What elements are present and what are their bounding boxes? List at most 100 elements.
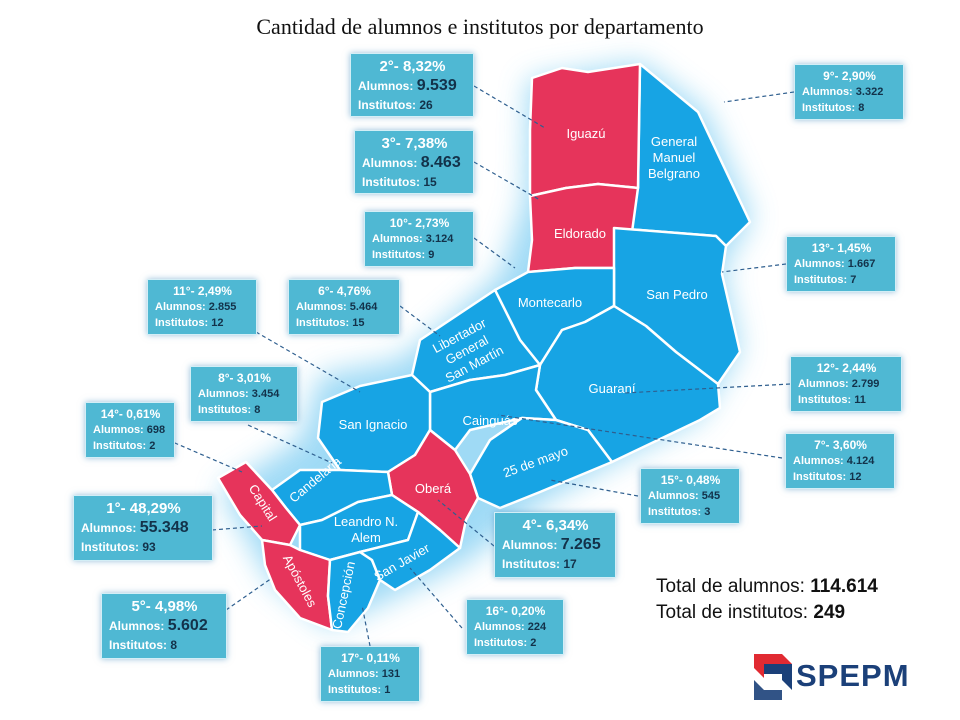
leader-san-javier xyxy=(409,567,463,629)
box-institutos-value: 2 xyxy=(149,440,156,452)
total-institutos-value: 249 xyxy=(813,602,846,623)
box-alumnos-label: Alumnos: xyxy=(372,233,423,245)
box-alumnos-label: Alumnos: xyxy=(81,521,137,535)
label-san-pedro: San Pedro xyxy=(646,287,707,302)
total-alumnos: Total de alumnos: 114.614 xyxy=(656,574,878,600)
label-san-ignacio: San Ignacio xyxy=(339,417,408,432)
info-box-25-de-mayo: 15°- 0,48% Alumnos: 545 Institutos: 3 xyxy=(640,468,740,524)
box-alumnos-value: 5.464 xyxy=(349,301,378,313)
box-rank: 16°- 0,20% xyxy=(485,604,546,618)
spepm-logo: SPEPM xyxy=(752,650,922,704)
leader-obera xyxy=(437,499,495,547)
box-rank: 13°- 1,45% xyxy=(811,241,872,255)
map-title: Cantidad de alumnos e institutos por dep… xyxy=(256,14,704,39)
box-alumnos-value: 3.322 xyxy=(855,86,884,98)
box-institutos-label: Institutos: xyxy=(81,540,139,554)
leader-25-de-mayo xyxy=(549,479,639,497)
box-rank: 9°- 2,90% xyxy=(823,69,876,83)
label-eldorado: Eldorado xyxy=(554,226,606,241)
box-rank: 5°- 4,98% xyxy=(131,598,198,615)
box-alumnos-label: Alumnos: xyxy=(794,258,845,270)
box-institutos-label: Institutos: xyxy=(372,249,426,261)
leader-lines xyxy=(167,85,795,647)
leader-general-manuel-belgrano xyxy=(723,91,795,103)
box-rank: 4°- 6,34% xyxy=(522,517,589,534)
box-alumnos-value: 131 xyxy=(381,668,401,680)
box-alumnos-value: 9.539 xyxy=(416,77,457,94)
info-box-apostoles: 5°- 4,98% Alumnos: 5.602 Institutos: 8 xyxy=(101,593,227,659)
box-rank: 2°- 8,32% xyxy=(379,58,446,75)
box-institutos-value: 26 xyxy=(419,98,433,112)
box-rank: 10°- 2,73% xyxy=(389,216,450,230)
info-box-obera: 4°- 6,34% Alumnos: 7.265 Institutos: 17 xyxy=(494,512,616,578)
spepm-logo-icon xyxy=(754,654,792,700)
box-rank: 7°- 3,60% xyxy=(814,438,867,452)
box-rank: 15°- 0,48% xyxy=(660,473,721,487)
box-institutos-value: 17 xyxy=(563,557,577,571)
box-alumnos-value: 224 xyxy=(527,621,547,633)
box-institutos-value: 93 xyxy=(142,540,156,554)
box-institutos-value: 7 xyxy=(850,274,857,286)
info-box-montecarlo: 10°- 2,73% Alumnos: 3.124 Institutos: 9 xyxy=(364,211,474,267)
leader-montecarlo xyxy=(473,237,516,269)
box-alumnos-value: 7.265 xyxy=(560,536,601,553)
box-alumnos-value: 55.348 xyxy=(139,519,189,536)
leader-apostoles xyxy=(225,577,273,611)
box-alumnos-value: 2.855 xyxy=(208,301,237,313)
box-alumnos-value: 545 xyxy=(701,490,721,502)
total-alumnos-value: 114.614 xyxy=(810,576,878,597)
box-institutos-value: 8 xyxy=(170,638,178,652)
leader-eldorado xyxy=(473,161,541,201)
box-rank: 1°- 48,29% xyxy=(106,500,181,517)
info-box-libertador: 6°- 4,76% Alumnos: 5.464 Institutos: 15 xyxy=(288,279,400,335)
box-alumnos-label: Alumnos: xyxy=(793,455,844,467)
box-alumnos-label: Alumnos: xyxy=(358,79,414,93)
box-alumnos-label: Alumnos: xyxy=(362,156,418,170)
box-institutos-value: 15 xyxy=(423,175,437,189)
info-box-capital: 1°- 48,29% Alumnos: 55.348 Institutos: 9… xyxy=(73,495,213,561)
box-alumnos-label: Alumnos: xyxy=(502,538,558,552)
label-guarani: Guaraní xyxy=(589,381,636,396)
box-institutos-label: Institutos: xyxy=(793,471,847,483)
box-alumnos-label: Alumnos: xyxy=(328,668,379,680)
box-institutos-value: 1 xyxy=(384,684,391,696)
box-institutos-value: 11 xyxy=(854,394,866,406)
total-institutos: Total de institutos: 249 xyxy=(656,600,878,626)
info-box-san-pedro: 13°- 1,45% Alumnos: 1.667 Institutos: 7 xyxy=(786,236,896,292)
box-institutos-label: Institutos: xyxy=(474,637,528,649)
region-san-javier[interactable] xyxy=(358,510,462,592)
info-box-candelaria: 8°- 3,01% Alumnos: 3.454 Institutos: 8 xyxy=(190,366,298,422)
box-institutos-label: Institutos: xyxy=(648,506,702,518)
box-alumnos-value: 5.602 xyxy=(167,617,208,634)
leader-capital xyxy=(211,525,263,531)
info-box-eldorado: 3°- 7,38% Alumnos: 8.463 Institutos: 15 xyxy=(354,130,474,194)
box-rank: 12°- 2,44% xyxy=(816,361,877,375)
box-institutos-label: Institutos: xyxy=(198,404,252,416)
box-institutos-label: Institutos: xyxy=(328,684,382,696)
spepm-logo-text: SPEPM xyxy=(796,658,910,693)
box-institutos-label: Institutos: xyxy=(296,317,350,329)
leader-san-ignacio xyxy=(255,331,361,393)
box-alumnos-value: 2.799 xyxy=(851,378,880,390)
box-institutos-label: Institutos: xyxy=(93,440,147,452)
label-general-manuel-belgrano-2: Manuel xyxy=(653,150,696,165)
box-rank: 3°- 7,38% xyxy=(381,135,448,152)
info-box-leandro-n-alem: 14°- 0,61% Alumnos: 698 Institutos: 2 xyxy=(85,402,175,458)
box-alumnos-label: Alumnos: xyxy=(648,490,699,502)
box-institutos-label: Institutos: xyxy=(358,98,416,112)
box-alumnos-label: Alumnos: xyxy=(198,388,249,400)
box-rank: 14°- 0,61% xyxy=(100,407,161,421)
label-general-manuel-belgrano-1: General xyxy=(651,134,697,149)
leader-cainguas xyxy=(497,414,783,459)
region-25-de-mayo[interactable] xyxy=(468,416,614,510)
box-alumnos-label: Alumnos: xyxy=(474,621,525,633)
leader-leandro-n-alem xyxy=(167,439,243,473)
box-institutos-label: Institutos: xyxy=(109,638,167,652)
info-box-guarani: 12°- 2,44% Alumnos: 2.799 Institutos: 11 xyxy=(790,356,902,412)
box-alumnos-value: 1.667 xyxy=(847,258,876,270)
label-leandro-n-alem-2: Alem xyxy=(351,530,381,545)
box-rank: 17°- 0,11% xyxy=(341,651,400,665)
leader-san-pedro xyxy=(721,263,787,273)
box-alumnos-label: Alumnos: xyxy=(798,378,849,390)
